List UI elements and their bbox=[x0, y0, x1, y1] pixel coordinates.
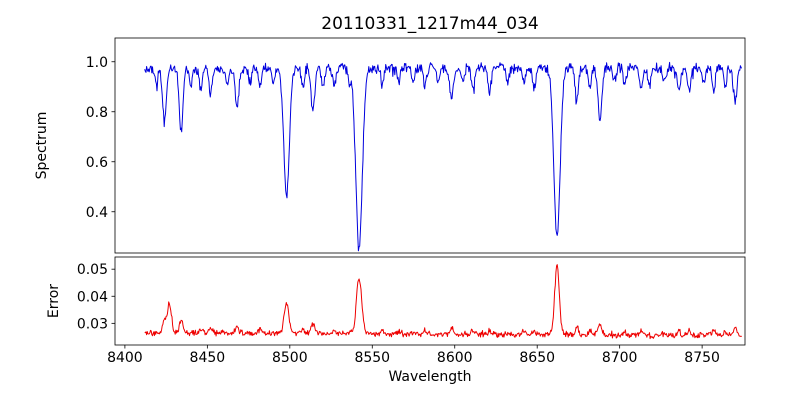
plot-layers: 0.4 0.6 0.8 1.0 0.03 0.04 0.05 8400 8450 8500 8550… bbox=[77, 37, 746, 366]
spectrum-y-axis-label: Spectrum bbox=[34, 112, 50, 180]
error-line bbox=[144, 264, 742, 340]
xtick-label: 8550 bbox=[354, 350, 390, 366]
spectrum-ytick-label: 0.4 bbox=[86, 205, 108, 221]
error-y-axis-label: Error bbox=[46, 284, 62, 318]
xtick-label: 8500 bbox=[272, 350, 308, 366]
spectrum-line bbox=[144, 61, 743, 252]
xtick-label: 8700 bbox=[602, 350, 638, 366]
chart-title: 20110331_1217m44_034 bbox=[321, 14, 538, 34]
error-ytick-label: 0.05 bbox=[77, 262, 108, 278]
spectrum-ytick-label: 0.8 bbox=[86, 105, 108, 121]
spectrum-axes-spine bbox=[114, 37, 746, 254]
spectrum-ytick-label: 1.0 bbox=[86, 55, 108, 71]
x-axis-label: Wavelength bbox=[388, 369, 471, 385]
xtick-label: 8450 bbox=[190, 350, 226, 366]
xtick-label: 8650 bbox=[519, 350, 555, 366]
xtick-label: 8750 bbox=[684, 350, 720, 366]
xtick-label: 8600 bbox=[437, 350, 473, 366]
xtick-label: 8400 bbox=[107, 350, 143, 366]
spectrum-ytick-label: 0.6 bbox=[86, 155, 108, 171]
error-ytick-label: 0.04 bbox=[77, 289, 108, 305]
error-axes-spine bbox=[114, 256, 746, 346]
error-ytick-label: 0.03 bbox=[77, 316, 108, 332]
